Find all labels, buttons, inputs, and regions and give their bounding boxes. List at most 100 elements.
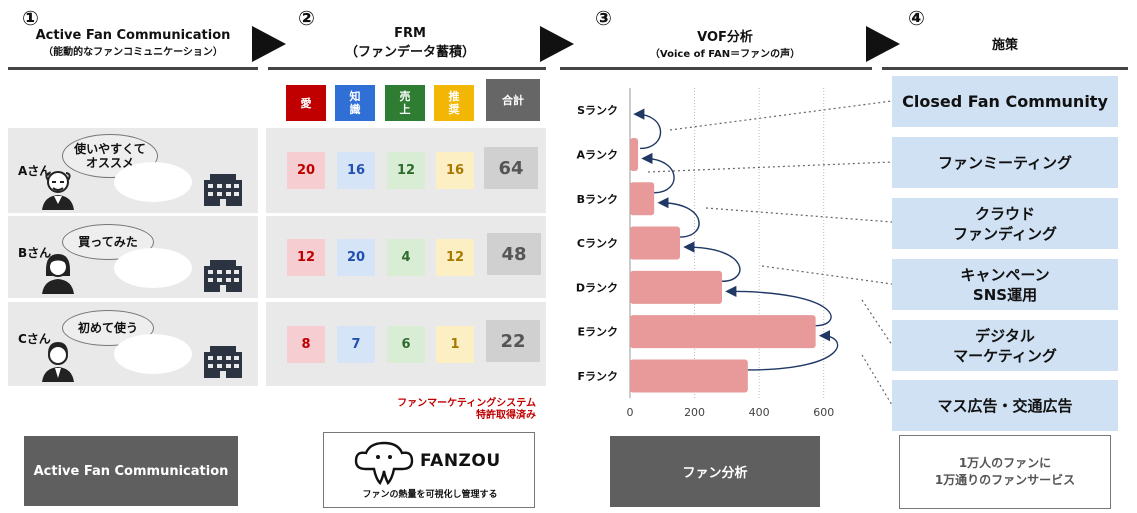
fan-analysis-label: ファン分析 bbox=[682, 466, 748, 481]
measure-4-line2: SNS運用 bbox=[972, 285, 1038, 304]
measure-3-line1: クラウド bbox=[974, 204, 1035, 223]
speech-line-b1: 買ってみた bbox=[78, 235, 138, 249]
afc-box: Active Fan Communication bbox=[24, 436, 238, 506]
measure-crowdfunding: クラウド ファンディング bbox=[892, 198, 1118, 249]
frm-header-knowledge-l2: 識 bbox=[349, 103, 361, 116]
step3-number: ③ bbox=[595, 6, 612, 30]
fanzou-caption: ファンの熱量を可視化し管理する bbox=[362, 490, 498, 500]
score-c-total: 22 bbox=[486, 320, 540, 362]
step1-underline bbox=[8, 67, 258, 70]
measure-1-line1: Closed Fan Community bbox=[902, 91, 1108, 111]
connector-a bbox=[647, 161, 893, 173]
frm-header-total-label: 合計 bbox=[502, 93, 524, 107]
score-a-total: 64 bbox=[484, 147, 538, 189]
rank-up-arrow bbox=[725, 285, 832, 327]
rank-up-arrow bbox=[641, 152, 675, 194]
frm-header-recommend-l1: 推 bbox=[448, 90, 460, 103]
fan-service-line1: 1万人のファンに bbox=[958, 456, 1052, 470]
frm-header-sales-l1: 売 bbox=[399, 90, 411, 103]
speech-line-c1: 初めて使う bbox=[77, 321, 138, 335]
y-tick-label: Cランク bbox=[577, 237, 618, 250]
step1-subtitle: （能動的なファンコミュニケーション） bbox=[43, 47, 223, 58]
vof-rank-chart: 0 200 400 600 Sランク Aランク Bランク Cランク Dランク Eランク Fランク bbox=[576, 88, 839, 419]
frm-header-knowledge-l1: 知 bbox=[349, 90, 361, 103]
thought-bubble-b bbox=[114, 248, 192, 288]
frm-header-knowledge: 知 識 bbox=[335, 85, 375, 121]
afc-box-label: Active Fan Communication bbox=[33, 463, 229, 479]
patent-note: ファンマーケティングシステム 特許取得済み bbox=[360, 398, 536, 422]
measure-fan-meeting: ファンミーティング bbox=[892, 137, 1118, 188]
step3-title: VOF分析 bbox=[697, 30, 753, 45]
fanzou-box: FANZOU ファンの熱量を可視化し管理する bbox=[323, 432, 535, 508]
rank-up-arrow bbox=[683, 241, 741, 283]
score-b-recommend: 12 bbox=[436, 239, 474, 276]
measure-2-line1: ファンミーティング bbox=[937, 153, 1073, 172]
y-tick-label: Fランク bbox=[577, 370, 618, 383]
step-arrow-1 bbox=[252, 26, 286, 62]
step4-underline bbox=[882, 67, 1128, 70]
frm-header-love: 愛 bbox=[286, 85, 326, 121]
connector-d bbox=[861, 299, 893, 346]
measure-mass-transit-ads: マス広告・交通広告 bbox=[892, 380, 1118, 431]
avatar-woman-icon bbox=[42, 254, 74, 294]
y-tick-label: Sランク bbox=[577, 104, 618, 117]
bar bbox=[630, 270, 723, 304]
avatar-elderly-man-icon bbox=[42, 171, 74, 210]
patent-note-line1: ファンマーケティングシステム bbox=[397, 398, 536, 409]
step4-header: 施策 bbox=[890, 30, 1120, 56]
speech-bubble-c: 初めて使う bbox=[62, 310, 154, 346]
score-a-recommend: 16 bbox=[436, 152, 474, 189]
measure-4-line1: キャンペーン bbox=[960, 265, 1050, 284]
customer-name-b: Bさん bbox=[18, 246, 52, 260]
connector-e bbox=[861, 354, 893, 406]
step4-title: 施策 bbox=[991, 37, 1018, 53]
fan-service-line2: 1万通りのファンサービス bbox=[934, 473, 1076, 487]
y-tick-label: Aランク bbox=[576, 148, 618, 161]
frm-header-recommend: 推 奨 bbox=[434, 85, 474, 121]
measure-closed-fan-community: Closed Fan Community bbox=[892, 76, 1118, 127]
step-arrow-3 bbox=[866, 26, 900, 62]
score-b-love: 12 bbox=[287, 239, 325, 276]
building-icon bbox=[204, 174, 242, 206]
score-a-sales: 12 bbox=[387, 152, 425, 189]
y-tick-label: Eランク bbox=[577, 326, 618, 339]
frm-header-sales: 売 上 bbox=[385, 85, 425, 121]
customer-name-c: Cさん bbox=[18, 332, 51, 346]
step2-subtitle: （ファンデータ蓄積） bbox=[344, 45, 475, 60]
step1-number: ① bbox=[22, 6, 39, 30]
score-c-sales: 6 bbox=[387, 326, 425, 363]
measure-5-line1: デジタル bbox=[975, 326, 1035, 345]
building-icon bbox=[204, 346, 242, 378]
rank-up-arrow bbox=[657, 197, 700, 238]
step3-underline bbox=[560, 67, 872, 70]
connector-b bbox=[705, 207, 893, 223]
building-icon bbox=[204, 260, 242, 292]
x-tick-label: 400 bbox=[749, 406, 770, 419]
speech-line-a2: オススメ bbox=[85, 156, 134, 170]
fanzou-brand: FANZOU bbox=[420, 451, 501, 471]
thought-bubble-c bbox=[114, 334, 192, 374]
thought-bubble-a bbox=[114, 162, 192, 202]
score-b-sales: 4 bbox=[387, 239, 425, 276]
score-c-knowledge: 7 bbox=[337, 326, 375, 363]
patent-note-line2: 特許取得済み bbox=[476, 410, 536, 421]
score-b-total: 48 bbox=[487, 233, 541, 275]
frm-header-love-l1: 愛 bbox=[300, 96, 312, 110]
rank-up-arrow bbox=[747, 330, 839, 371]
measure-campaign-sns: キャンペーン SNS運用 bbox=[892, 259, 1118, 310]
x-tick-label: 0 bbox=[627, 406, 634, 419]
y-tick-label: Dランク bbox=[576, 281, 618, 294]
step3-subtitle: （Voice of FAN＝ファンの声） bbox=[649, 49, 801, 60]
score-a-knowledge: 16 bbox=[337, 152, 375, 189]
step3-header: VOF分析 （Voice of FAN＝ファンの声） bbox=[580, 26, 870, 60]
step1-title: Active Fan Communication bbox=[35, 28, 231, 43]
bar bbox=[630, 182, 655, 216]
speech-line-a1: 使いやすくて bbox=[74, 142, 146, 156]
bar bbox=[630, 359, 748, 393]
fan-service-box: 1万人のファンに 1万通りのファンサービス bbox=[899, 435, 1111, 509]
bar bbox=[630, 315, 816, 349]
step-arrow-2 bbox=[540, 26, 574, 62]
x-tick-label: 600 bbox=[813, 406, 834, 419]
rank-up-arrow bbox=[633, 108, 662, 150]
